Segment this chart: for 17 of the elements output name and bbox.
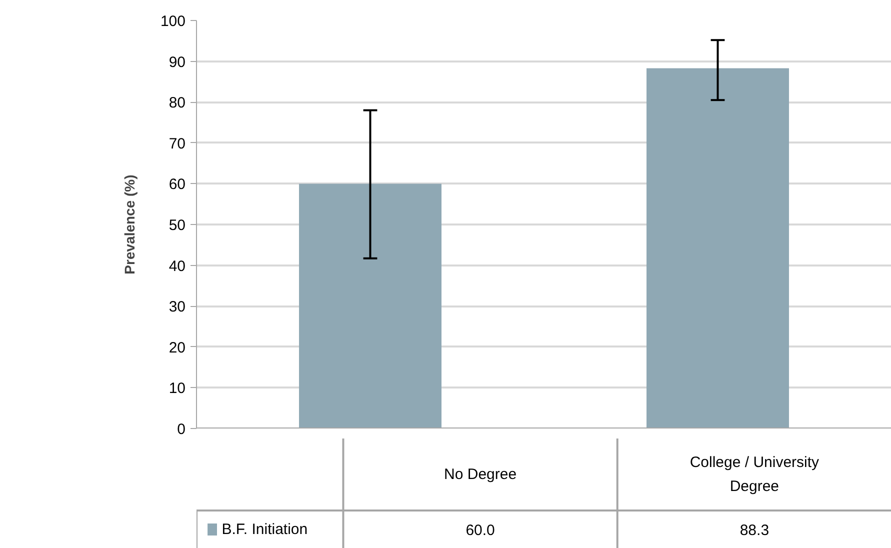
y-tick-label: 100 xyxy=(160,13,186,30)
y-tick-label: 30 xyxy=(168,298,186,316)
y-tick-label: 40 xyxy=(168,258,186,275)
y-tick-label: 70 xyxy=(168,135,186,152)
x-tick-label: No Degree xyxy=(444,466,517,483)
y-tick-label: 10 xyxy=(168,380,186,398)
legend-label: B.F. Initiation xyxy=(222,521,308,538)
y-tick-label: 50 xyxy=(168,217,186,234)
y-tick-label: 80 xyxy=(168,94,186,112)
y-axis-title: Prevalence (%) xyxy=(121,174,138,274)
y-tick-label: 20 xyxy=(168,339,186,356)
data-label: 88.3 xyxy=(740,522,770,539)
y-tick-label: 90 xyxy=(168,54,186,71)
y-tick-label: 60 xyxy=(168,176,186,194)
data-label: 60.0 xyxy=(466,522,495,539)
x-tick-label: College / University Degree xyxy=(690,454,820,495)
y-tick-label: 0 xyxy=(177,421,186,438)
